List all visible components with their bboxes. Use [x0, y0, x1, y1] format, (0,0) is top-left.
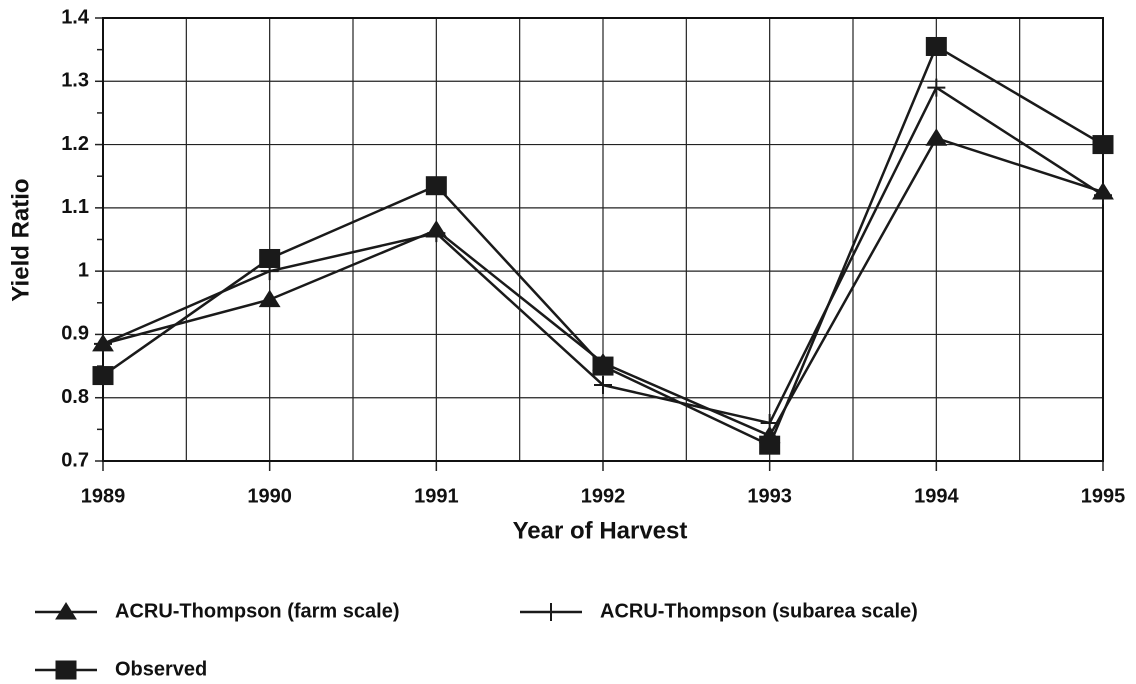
legend-marker: [55, 602, 77, 620]
x-tick-label: 1991: [414, 485, 459, 507]
y-tick-label: 1.3: [61, 70, 89, 92]
y-tick-label: 1: [78, 259, 89, 281]
x-tick-label: 1993: [747, 485, 792, 507]
x-tick-label: 1995: [1081, 485, 1126, 507]
y-tick-label: 1.4: [61, 6, 90, 28]
marker: [1094, 186, 1112, 205]
marker: [94, 334, 112, 353]
marker: [259, 248, 281, 268]
x-tick-label: 1994: [914, 485, 959, 507]
marker: [92, 366, 114, 386]
marker: [425, 176, 447, 196]
x-tick-label: 1989: [81, 485, 126, 507]
x-axis-title: Year of Harvest: [513, 517, 688, 544]
legend-marker: [542, 603, 560, 621]
marker: [925, 36, 947, 56]
plot-frame: [102, 17, 1104, 462]
marker: [427, 224, 446, 243]
marker: [594, 376, 612, 395]
y-axis-title: Yield Ratio: [7, 178, 34, 301]
y-tick-label: 0.9: [61, 323, 89, 345]
legend-label: Observed: [115, 658, 207, 680]
y-tick-label: 0.7: [61, 449, 89, 471]
marker: [760, 414, 779, 433]
marker: [592, 356, 614, 376]
marker: [759, 435, 781, 455]
marker: [927, 78, 946, 97]
y-tick-label: 0.8: [61, 386, 89, 408]
marker: [925, 128, 948, 146]
marker: [258, 289, 281, 308]
marker: [1092, 135, 1114, 155]
legend-label: ACRU-Thompson (subarea scale): [600, 600, 918, 622]
x-tick-label: 1990: [247, 485, 292, 507]
legend-marker: [55, 660, 77, 680]
y-tick-label: 1.1: [61, 196, 89, 218]
x-tick-label: 1992: [581, 485, 626, 507]
y-tick-label: 1.2: [61, 133, 89, 155]
legend-label: ACRU-Thompson (farm scale): [115, 600, 399, 622]
